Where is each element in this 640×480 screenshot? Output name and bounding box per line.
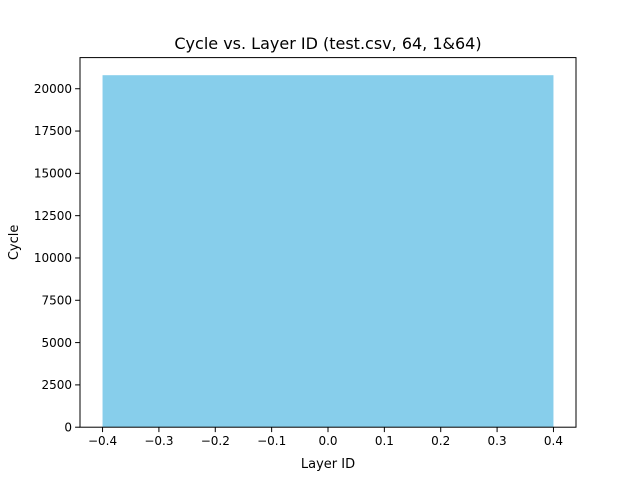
y-tick-label: 0: [64, 420, 72, 434]
x-tick-label: −0.1: [257, 434, 286, 448]
x-axis-ticks: −0.4 −0.3 −0.2 −0.1 0.0 0.1 0.2 0.3 0.4: [88, 427, 563, 448]
x-tick-label: 0.3: [488, 434, 507, 448]
bar-0: [102, 75, 554, 428]
bars-group: [102, 75, 554, 428]
y-tick-label: 10000: [34, 251, 72, 265]
y-tick-label: 20000: [34, 82, 72, 96]
y-tick-label: 2500: [41, 378, 72, 392]
x-tick-label: 0.2: [431, 434, 450, 448]
y-tick-label: 5000: [41, 336, 72, 350]
x-tick-label: −0.2: [201, 434, 230, 448]
x-axis-label: Layer ID: [301, 457, 355, 472]
chart-title: Cycle vs. Layer ID (test.csv, 64, 1&64): [174, 34, 481, 53]
y-tick-label: 7500: [41, 293, 72, 307]
x-tick-label: −0.3: [144, 434, 173, 448]
y-tick-label: 15000: [34, 167, 72, 181]
y-tick-label: 12500: [34, 209, 72, 223]
y-tick-label: 17500: [34, 124, 72, 138]
x-tick-label: 0.0: [318, 434, 337, 448]
x-tick-label: −0.4: [88, 434, 117, 448]
x-tick-label: 0.4: [544, 434, 563, 448]
x-tick-label: 0.1: [375, 434, 394, 448]
plot-frame: [79, 57, 577, 428]
y-axis-label: Cycle: [7, 225, 22, 261]
y-axis-ticks: 0 2500 5000 7500 10000 12500 15000 17500 20000: [34, 82, 80, 434]
